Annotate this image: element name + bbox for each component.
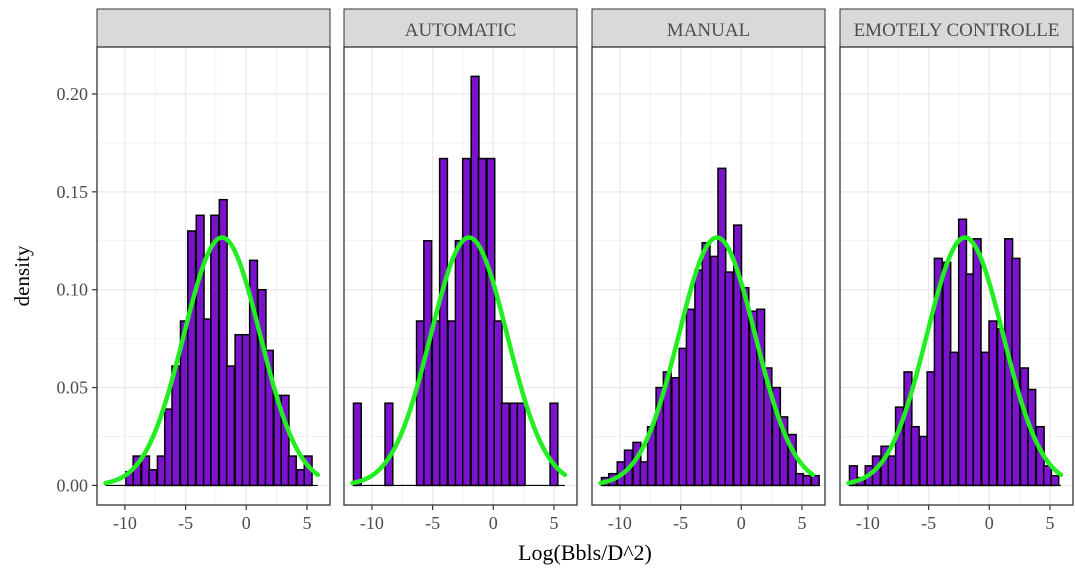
histogram-bar [461, 157, 472, 487]
x-tick-label: -10 [113, 513, 137, 533]
histogram-bar [225, 365, 236, 487]
facet-panel: MANUAL -10 -5 0 5 [591, 8, 826, 533]
facet-panel: AUTOMATIC -10 -5 0 5 [343, 8, 578, 533]
facet-strip-label: AUTOMATIC [405, 20, 517, 41]
x-tick-label: -5 [921, 513, 936, 533]
histogram-bar [1050, 474, 1060, 487]
normal-density-curve [846, 235, 1064, 486]
normal-density-curve [598, 235, 816, 486]
y-tick-label: 0.15 [57, 182, 89, 202]
histogram-bar [988, 320, 998, 487]
x-tick-label: 5 [302, 513, 311, 533]
histogram-bar [685, 308, 695, 487]
histogram-bar [352, 402, 362, 487]
histogram-bar [949, 351, 959, 487]
y-axis-title: density [10, 245, 34, 306]
panel-border [591, 46, 826, 506]
histogram-bar [910, 425, 920, 487]
histogram-bar [438, 157, 449, 487]
x-tick-label: -5 [673, 513, 688, 533]
histogram-bar [218, 198, 228, 487]
y-tick-label: 0.10 [57, 280, 89, 300]
x-tick-label: 0 [985, 513, 994, 533]
histogram-bar [187, 230, 197, 487]
histogram-bar [280, 394, 290, 487]
histogram-bar [384, 402, 394, 487]
histogram-bar [516, 402, 526, 487]
x-tick-label: -10 [360, 513, 384, 533]
histogram-bar [477, 157, 487, 487]
facet-strip [96, 8, 331, 48]
histogram-bar [549, 402, 559, 487]
normal-density-curve [350, 235, 568, 486]
normal-density-curve [103, 235, 321, 486]
y-tick-label: 0.05 [57, 378, 89, 398]
histogram-bar [210, 214, 220, 487]
histogram-bar [810, 474, 820, 487]
histogram-bar [972, 238, 982, 487]
x-tick-label: 0 [737, 513, 746, 533]
histogram-bar [802, 474, 812, 487]
y-axis: 0.00 0.05 0.10 0.15 0.20 [57, 84, 97, 495]
y-tick-label: 0.00 [57, 475, 89, 495]
panel-border [343, 46, 578, 506]
panel-border [96, 46, 331, 506]
x-tick-label: -5 [425, 513, 440, 533]
facet-strip-label: MANUAL [667, 20, 750, 41]
facet-panel: EMOTELY CONTROLLE -10 -5 0 5 [839, 8, 1074, 533]
histogram-bar [701, 241, 711, 487]
facet-panel: -10 -5 0 5 [96, 8, 331, 533]
facet-strip [343, 8, 578, 48]
histogram-bar [848, 465, 858, 487]
x-tick-label: -10 [856, 513, 880, 533]
x-tick-label: 0 [489, 513, 498, 533]
x-tick-label: -5 [178, 513, 193, 533]
y-tick-label: 0.20 [57, 84, 89, 104]
facet-strip [591, 8, 826, 48]
histogram-bar [500, 402, 511, 487]
panel-border [839, 46, 1074, 506]
x-tick-label: 5 [1045, 513, 1054, 533]
histogram-bar [148, 469, 158, 487]
x-axis-title: Log(Bbls/D^2) [518, 540, 652, 565]
facet-strip-label: EMOTELY CONTROLLE [854, 20, 1060, 41]
x-tick-label: -10 [608, 513, 632, 533]
x-tick-label: 5 [549, 513, 558, 533]
x-tick-label: 0 [242, 513, 251, 533]
x-tick-label: 5 [797, 513, 806, 533]
histogram-bar [740, 286, 750, 487]
histogram-bar [724, 271, 734, 487]
histogram-bar [287, 455, 298, 487]
